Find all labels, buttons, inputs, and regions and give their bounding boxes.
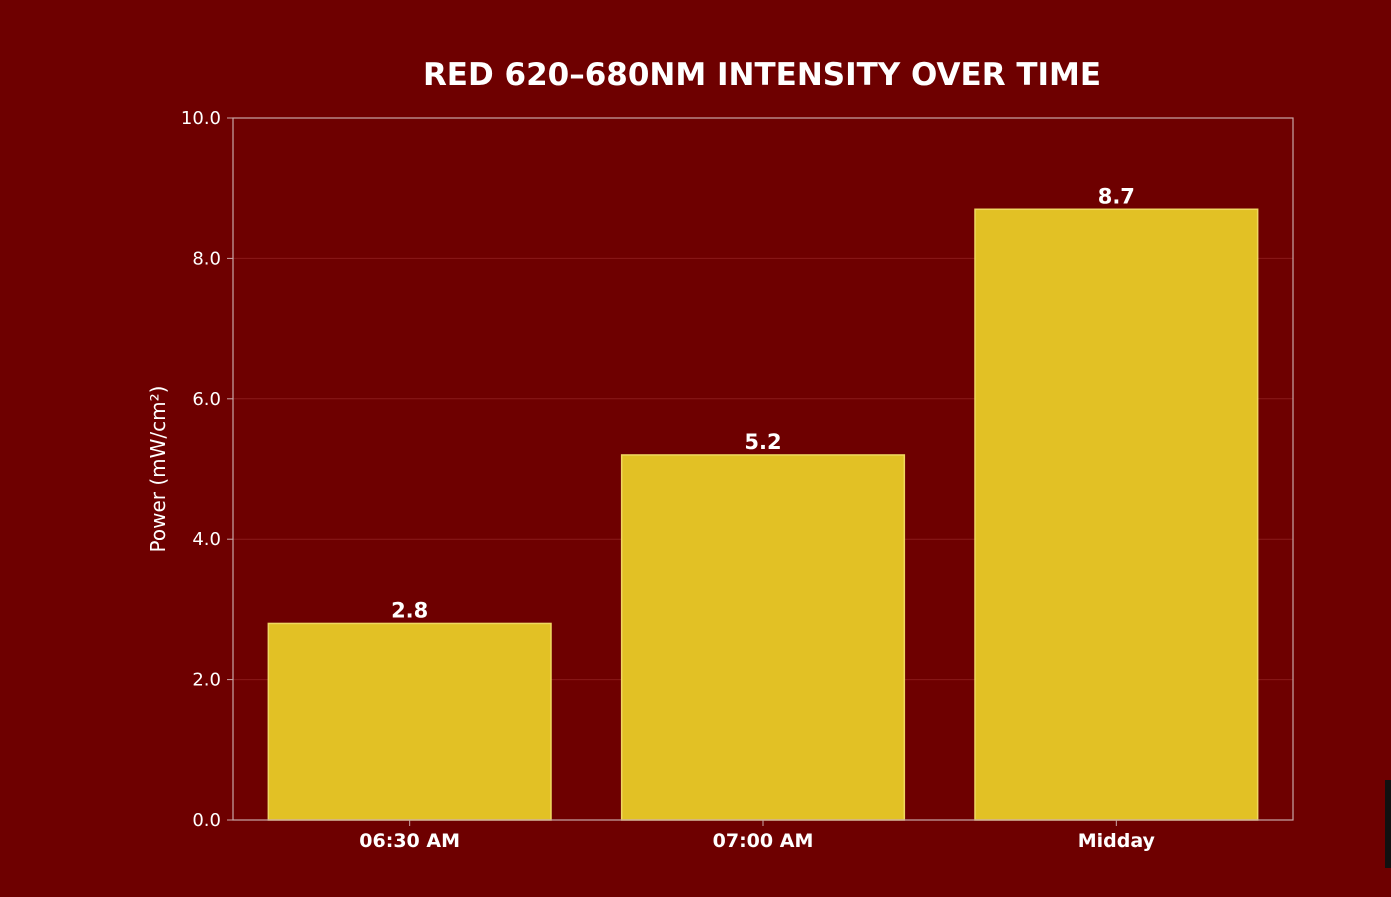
chart-title: RED 620–680NM INTENSITY OVER TIME <box>423 57 1101 93</box>
bar-value-label: 5.2 <box>744 430 781 454</box>
x-tick-label: 06:30 AM <box>359 830 460 852</box>
value-labels: 2.8 5.2 8.7 <box>391 184 1135 622</box>
y-tick-label: 4.0 <box>192 529 221 550</box>
y-tick-label: 8.0 <box>192 248 221 269</box>
bars <box>267 208 1259 821</box>
y-axis-label: Power (mW/cm²) <box>146 386 170 553</box>
x-axis-ticks: 06:30 AM 07:00 AM Midday <box>359 820 1156 852</box>
bar-value-label: 8.7 <box>1098 184 1135 208</box>
bar-3 <box>974 208 1259 821</box>
y-tick-label: 6.0 <box>192 389 221 410</box>
y-tick-label: 2.0 <box>192 670 221 691</box>
y-tick-label: 10.0 <box>181 108 221 129</box>
y-tick-label: 0.0 <box>192 810 221 831</box>
y-axis-ticks: 0.0 2.0 4.0 6.0 8.0 10.0 <box>181 108 233 831</box>
bar-1 <box>267 622 552 821</box>
window-edge-strip <box>1385 780 1391 868</box>
x-tick-label: Midday <box>1078 830 1156 852</box>
bar-2 <box>620 454 906 821</box>
bar-value-label: 2.8 <box>391 598 428 622</box>
x-tick-label: 07:00 AM <box>713 830 814 852</box>
